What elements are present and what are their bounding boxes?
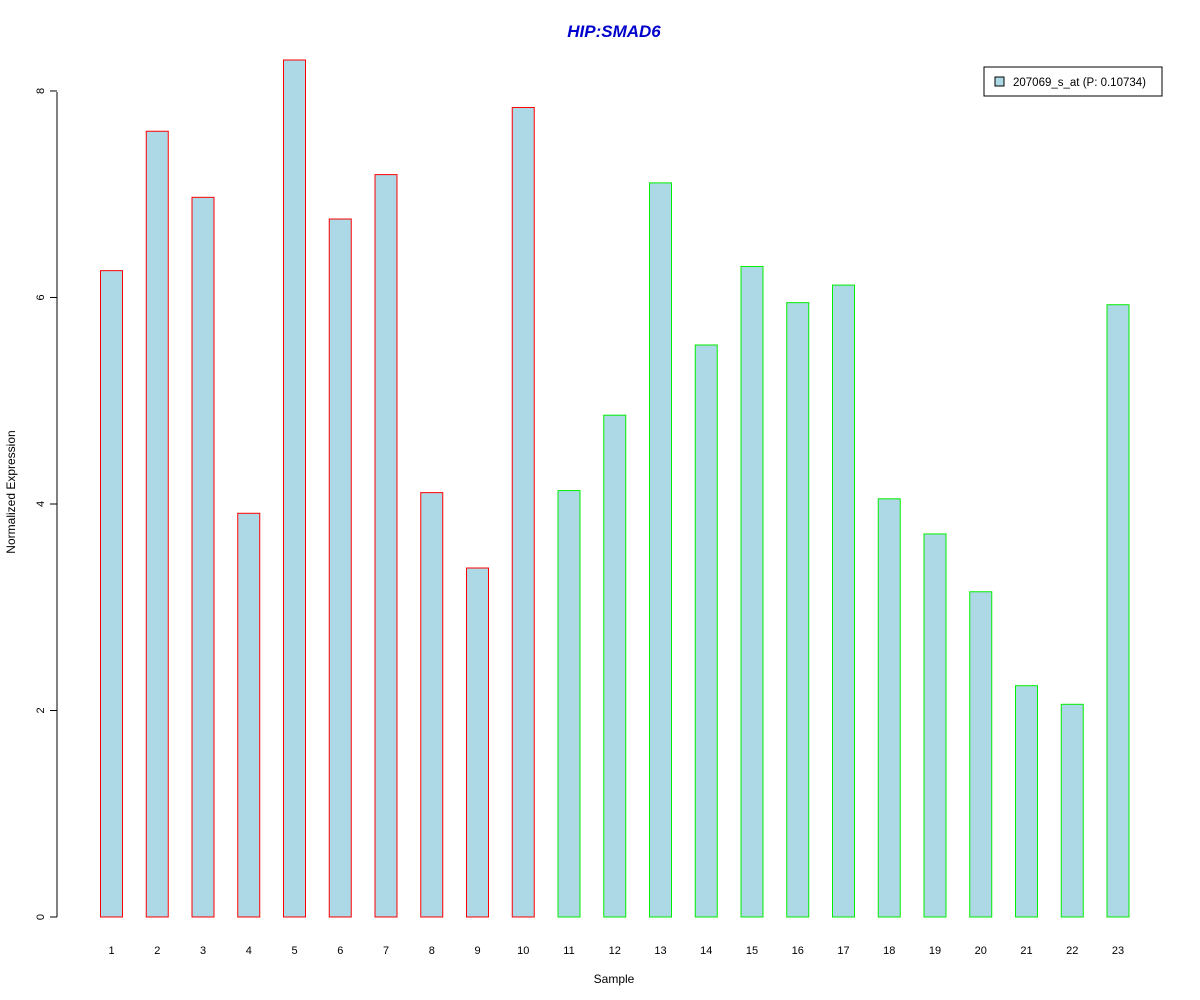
bar-sample-8 xyxy=(420,492,444,918)
x-tick-label: 7 xyxy=(383,945,389,957)
chart-title: HIP:SMAD6 xyxy=(567,22,661,41)
x-tick-label: 9 xyxy=(474,945,480,957)
bar-sample-15 xyxy=(740,266,764,918)
x-tick-label: 21 xyxy=(1020,945,1032,957)
x-tick-label: 8 xyxy=(429,945,435,957)
bar-sample-21 xyxy=(1015,685,1038,918)
y-axis: 0 2 4 6 8 Normalized Expression xyxy=(4,88,58,920)
bar-sample-11 xyxy=(557,490,581,918)
legend-label: 207069_s_at (P: 0.10734) xyxy=(1013,77,1146,89)
bar-sample-19 xyxy=(923,533,947,918)
x-tick-label: 13 xyxy=(654,945,666,957)
x-tick-label: 20 xyxy=(975,945,987,957)
x-axis-label: Sample xyxy=(594,972,635,986)
legend: 207069_s_at (P: 0.10734) xyxy=(983,66,1163,97)
x-tick-label: 18 xyxy=(883,945,895,957)
x-tick-label: 22 xyxy=(1066,945,1078,957)
bar-sample-4 xyxy=(237,512,261,918)
bar-sample-9 xyxy=(466,567,489,918)
bar-sample-3 xyxy=(191,196,215,918)
x-tick-label: 6 xyxy=(337,945,343,957)
y-axis-label: Normalized Expression xyxy=(4,430,18,553)
x-tick-label: 11 xyxy=(563,945,574,957)
x-tick-labels: 1 2 3 4 5 6 7 8 9 10 11 12 13 14 15 16 17 18 19 20 21 22 23 xyxy=(108,945,1124,957)
y-tick-label: 8 xyxy=(35,88,47,94)
x-tick-label: 1 xyxy=(108,945,114,957)
y-tick-label: 6 xyxy=(35,294,47,300)
bar-sample-13 xyxy=(649,182,672,918)
bar-sample-1 xyxy=(100,270,123,918)
y-ticks: 0 2 4 6 8 xyxy=(35,88,57,920)
legend-swatch xyxy=(994,76,1005,87)
x-tick-label: 5 xyxy=(291,945,297,957)
bar-sample-18 xyxy=(877,498,901,918)
y-tick-label: 4 xyxy=(35,501,47,507)
bar-sample-12 xyxy=(603,414,627,918)
x-tick-label: 14 xyxy=(700,945,712,957)
bar-sample-2 xyxy=(145,130,169,918)
x-tick-label: 3 xyxy=(200,945,206,957)
y-tick-label: 0 xyxy=(35,914,47,920)
bar-sample-7 xyxy=(374,174,398,918)
bar-sample-23 xyxy=(1106,304,1130,918)
bar-sample-16 xyxy=(786,302,810,918)
x-tick-label: 15 xyxy=(746,945,758,957)
x-tick-label: 12 xyxy=(609,945,621,957)
x-tick-label: 23 xyxy=(1112,945,1124,957)
x-tick-label: 2 xyxy=(154,945,160,957)
x-tick-label: 4 xyxy=(246,945,252,957)
x-tick-label: 19 xyxy=(929,945,941,957)
bar-sample-22 xyxy=(1060,703,1084,918)
bar-sample-10 xyxy=(511,106,535,918)
bar-sample-6 xyxy=(328,218,352,918)
y-tick-label: 2 xyxy=(35,707,47,713)
x-tick-label: 17 xyxy=(837,945,849,957)
bars xyxy=(100,59,1130,918)
x-tick-label: 16 xyxy=(792,945,804,957)
bar-sample-20 xyxy=(969,591,993,918)
x-tick-label: 10 xyxy=(517,945,529,957)
bar-sample-17 xyxy=(832,284,855,918)
bar-sample-14 xyxy=(694,344,718,918)
legend-box xyxy=(983,66,1163,97)
bar-sample-5 xyxy=(283,59,306,918)
